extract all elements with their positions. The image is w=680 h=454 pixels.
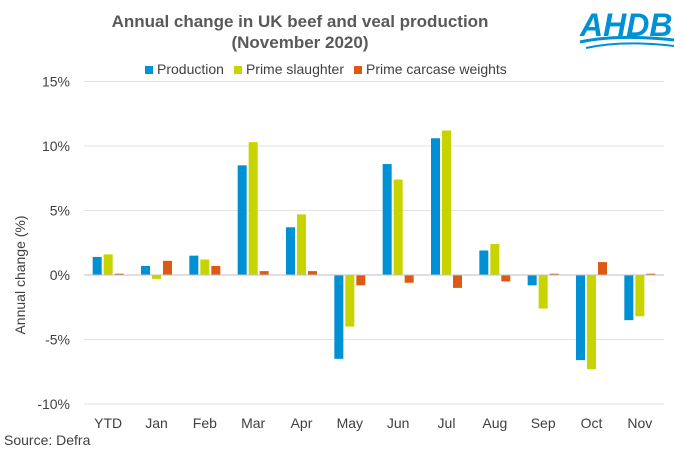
x-tick-label: May <box>337 415 363 431</box>
bar-production <box>286 227 295 275</box>
bar-prime-carcase-weights <box>646 273 656 275</box>
legend-item: Prime carcase weights <box>353 61 507 77</box>
bar-prime-slaughter <box>200 259 210 275</box>
legend-label: Prime slaughter <box>245 61 344 77</box>
bar-production <box>479 250 489 275</box>
y-tick-label: -5% <box>45 332 70 348</box>
x-tick-label: Apr <box>291 415 313 431</box>
bar-production <box>334 275 344 359</box>
bar-prime-carcase-weights <box>163 260 172 275</box>
bar-production <box>237 165 247 275</box>
bar-prime-carcase-weights <box>598 262 607 275</box>
bar-production <box>624 275 634 321</box>
bar-production <box>189 255 199 275</box>
legend-swatch <box>233 66 242 74</box>
legend-swatch <box>145 66 153 74</box>
legend-label: Prime carcase weights <box>365 61 507 77</box>
chart-subtitle: (November 2020) <box>231 33 369 52</box>
y-tick-label: 10% <box>42 138 70 154</box>
bar-prime-slaughter <box>587 275 596 370</box>
bar-prime-carcase-weights <box>308 271 317 275</box>
bar-prime-carcase-weights <box>356 275 366 286</box>
bar-prime-slaughter <box>635 275 645 317</box>
chart-title: Annual change in UK beef and veal produc… <box>111 12 489 31</box>
legend: Production Prime slaughter Prime carcase w… <box>145 61 507 77</box>
legend-swatch <box>353 66 362 74</box>
bar-production <box>431 138 440 275</box>
legend-item: Production <box>145 61 224 77</box>
bar-prime-slaughter <box>248 142 258 275</box>
bar-production <box>92 256 102 275</box>
bar-prime-carcase-weights <box>453 275 462 288</box>
y-tick-label: -10% <box>37 396 70 412</box>
bar-prime-carcase-weights <box>549 273 559 275</box>
x-tick-label: Feb <box>193 415 217 431</box>
x-tick-label: Mar <box>241 415 265 431</box>
bar-production <box>141 265 150 275</box>
legend-item: Prime slaughter <box>233 61 344 77</box>
bar-prime-carcase-weights <box>211 265 221 275</box>
y-tick-label: 15% <box>42 74 70 90</box>
bar-prime-carcase-weights <box>114 273 124 275</box>
legend-label: Production <box>157 61 224 77</box>
bar-prime-slaughter <box>152 275 161 279</box>
y-tick-label: 5% <box>50 203 70 219</box>
x-tick-label: Jul <box>438 415 456 431</box>
x-tick-label: YTD <box>94 415 122 431</box>
bar-production <box>382 164 392 275</box>
bar-prime-carcase-weights <box>404 275 414 283</box>
bar-prime-carcase-weights <box>259 271 269 275</box>
x-tick-label: Aug <box>482 415 507 431</box>
bar-prime-slaughter <box>103 254 113 275</box>
bar-prime-slaughter <box>345 275 355 327</box>
bar-prime-slaughter <box>393 179 403 275</box>
x-tick-label: Sep <box>531 415 556 431</box>
x-tick-label: Nov <box>627 415 652 431</box>
source-note: Source: Defra <box>4 432 91 448</box>
bar-prime-slaughter <box>442 130 451 275</box>
x-tick-label: Jun <box>387 415 410 431</box>
bar-prime-slaughter <box>538 275 548 309</box>
bar-prime-slaughter <box>297 214 306 275</box>
x-tick-label: Jan <box>145 415 168 431</box>
x-tick-label: Oct <box>581 415 603 431</box>
bar-prime-slaughter <box>490 244 500 275</box>
bar-production <box>576 275 585 361</box>
bar-production <box>527 275 537 286</box>
y-tick-label: 0% <box>50 267 70 283</box>
ahdb-logo: AHDB <box>579 7 675 49</box>
bar-prime-carcase-weights <box>501 275 511 282</box>
